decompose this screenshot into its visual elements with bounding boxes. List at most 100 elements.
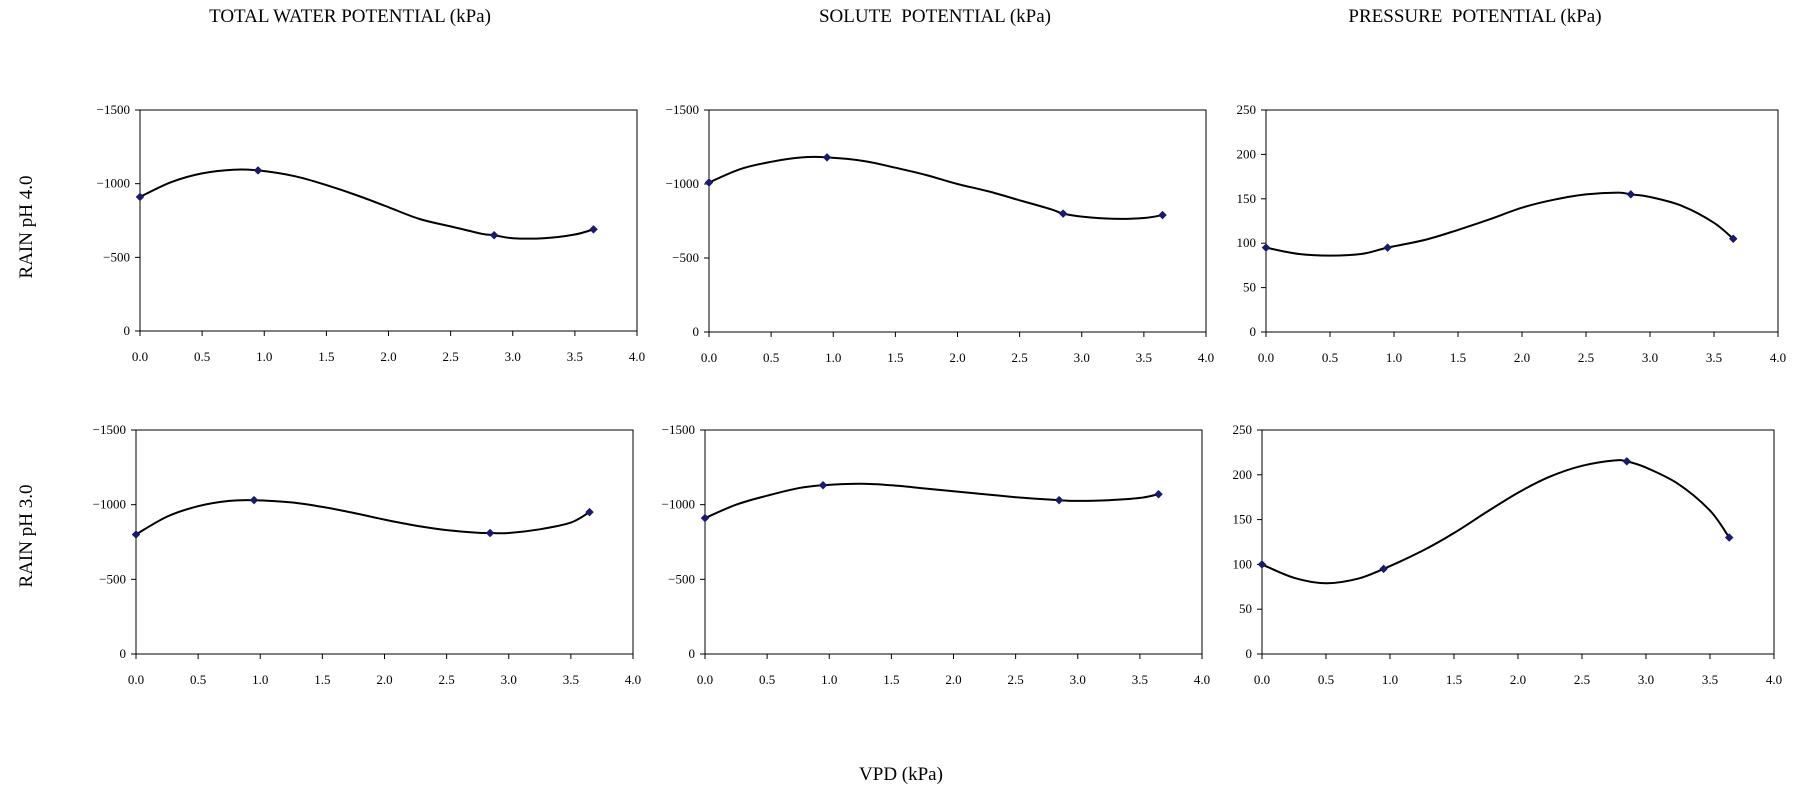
data-point-marker [1383, 243, 1392, 252]
trend-line [704, 482, 1159, 520]
data-point-marker [253, 166, 263, 175]
trend-line [135, 499, 591, 536]
x-tick-label: 1.5 [1450, 350, 1466, 365]
x-tick-label: 2.0 [949, 350, 965, 365]
column-title-pressure: PRESSURE POTENTIAL (kPa) [1348, 6, 1602, 27]
data-point-marker [1154, 489, 1163, 499]
y-tick-label: −1000 [666, 176, 699, 191]
x-tick-label: 1.5 [314, 672, 330, 687]
data-point-marker [700, 513, 710, 523]
x-tick-label: 3.0 [1070, 672, 1086, 687]
x-tick-label: 3.0 [501, 672, 517, 687]
x-tick-label: 0.0 [697, 672, 713, 687]
x-tick-label: 3.0 [505, 349, 521, 364]
data-point-marker [1379, 564, 1388, 574]
x-tick-label: 0.0 [1258, 350, 1274, 365]
x-tick-label: 0.5 [1318, 672, 1334, 687]
x-tick-label: 2.5 [1578, 350, 1594, 365]
plot-area-3 [1265, 109, 1779, 333]
x-tick-label: 2.0 [1514, 350, 1530, 365]
plot-area-4 [135, 429, 634, 655]
y-tick-label: 200 [1237, 146, 1257, 161]
plot-area-5 [704, 429, 1203, 655]
x-tick-label: 2.0 [380, 349, 396, 364]
y-tick-label: 100 [1237, 235, 1257, 250]
y-tick-label: −1500 [666, 102, 699, 117]
x-tick-label: 1.0 [821, 672, 837, 687]
y-tick-label: −1000 [662, 497, 695, 512]
x-tick-label: 0.0 [132, 349, 148, 364]
y-tick-label: −500 [99, 571, 126, 586]
x-tick-label: 3.5 [1132, 672, 1148, 687]
x-tick-label: 1.0 [252, 672, 268, 687]
data-point-marker [135, 192, 145, 202]
y-tick-label: 0 [1250, 324, 1257, 339]
x-tick-label: 2.0 [376, 672, 392, 687]
y-tick-label: −500 [668, 571, 695, 586]
y-tick-label: 150 [1233, 512, 1253, 527]
x-tick-label: 2.5 [1574, 672, 1590, 687]
x-tick-label: 2.0 [945, 672, 961, 687]
x-tick-label: 1.5 [318, 349, 334, 364]
x-tick-label: 0.5 [1322, 350, 1338, 365]
y-tick-label: −1000 [93, 497, 126, 512]
y-tick-label: −1500 [97, 102, 130, 117]
plot-area-6 [1261, 429, 1775, 655]
x-tick-label: 2.5 [1008, 672, 1024, 687]
trend-line [1265, 191, 1734, 257]
y-tick-label: 150 [1237, 191, 1257, 206]
y-tick-label: 0 [1246, 646, 1253, 661]
x-tick-label: 4.0 [1770, 350, 1786, 365]
y-tick-label: −1000 [97, 176, 130, 191]
x-tick-label: 1.0 [256, 349, 272, 364]
x-tick-label: 3.5 [1702, 672, 1718, 687]
y-tick-label: 200 [1233, 467, 1253, 482]
data-point-marker [1622, 457, 1632, 466]
y-tick-label: 0 [120, 646, 127, 661]
x-tick-label: 3.0 [1642, 350, 1658, 365]
x-tick-label: 0.5 [194, 349, 210, 364]
x-tick-label: 3.0 [1638, 672, 1654, 687]
trend-line [1261, 459, 1731, 585]
x-tick-label: 2.0 [1510, 672, 1526, 687]
x-tick-label: 0.0 [128, 672, 144, 687]
x-tick-label: 4.0 [625, 672, 641, 687]
plot-area-1 [139, 109, 638, 332]
column-title-solute: SOLUTE POTENTIAL (kPa) [818, 6, 1051, 27]
data-point-marker [704, 178, 714, 187]
data-point-marker [1257, 560, 1267, 569]
x-tick-label: 0.5 [759, 672, 775, 687]
data-point-marker [589, 224, 598, 234]
x-tick-label: 1.0 [825, 350, 841, 365]
x-tick-label: 0.0 [1254, 672, 1270, 687]
data-point-marker [822, 153, 832, 162]
shared-x-axis-label: VPD (kPa) [859, 764, 943, 785]
y-tick-label: −500 [672, 250, 699, 265]
y-tick-label: 0 [689, 646, 696, 661]
x-tick-label: 2.5 [443, 349, 459, 364]
data-point-marker [1626, 190, 1636, 199]
column-title-total-water: TOTAL WATER POTENTIAL (kPa) [209, 6, 491, 27]
data-point-marker [249, 495, 259, 505]
x-tick-label: 1.5 [1446, 672, 1462, 687]
x-tick-label: 3.5 [1136, 350, 1152, 365]
trend-line [708, 155, 1163, 220]
x-tick-label: 4.0 [1766, 672, 1782, 687]
x-tick-label: 4.0 [629, 349, 645, 364]
data-point-marker [131, 530, 141, 539]
x-tick-label: 4.0 [1194, 672, 1210, 687]
data-point-marker [585, 507, 594, 517]
data-point-marker [818, 480, 828, 490]
y-tick-label: 100 [1233, 556, 1253, 571]
trend-line [139, 168, 594, 240]
x-tick-label: 1.0 [1386, 350, 1402, 365]
x-tick-label: 1.5 [887, 350, 903, 365]
data-point-marker [1728, 234, 1738, 244]
x-tick-label: 2.5 [1012, 350, 1028, 365]
data-point-marker [1054, 495, 1064, 505]
data-point-marker [1158, 210, 1167, 220]
x-tick-label: 2.5 [439, 672, 455, 687]
y-tick-label: 50 [1239, 601, 1252, 616]
x-tick-label: 3.5 [563, 672, 579, 687]
